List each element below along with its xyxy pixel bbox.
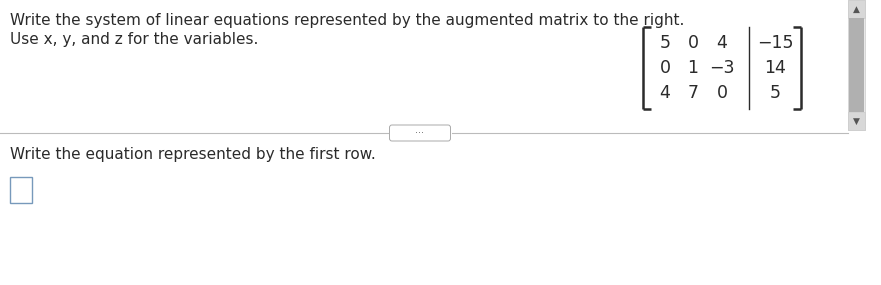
Text: Write the equation represented by the first row.: Write the equation represented by the fi… [10, 147, 376, 162]
Text: 0: 0 [687, 34, 699, 52]
Bar [848, 0, 865, 18]
Text: ▲: ▲ [853, 5, 860, 13]
Text: 0: 0 [660, 59, 670, 77]
Bar [849, 18, 864, 112]
FancyBboxPatch shape [389, 125, 450, 141]
Text: Write the system of linear equations represented by the augmented matrix to the : Write the system of linear equations rep… [10, 13, 685, 28]
Text: −3: −3 [709, 59, 735, 77]
Text: 4: 4 [716, 34, 728, 52]
Bar [848, 0, 865, 130]
Text: 0: 0 [716, 84, 728, 102]
Text: 14: 14 [764, 59, 786, 77]
Bar [848, 112, 865, 130]
Text: 1: 1 [687, 59, 699, 77]
Text: 5: 5 [660, 34, 670, 52]
Text: 4: 4 [660, 84, 670, 102]
Text: Use x, y, and z for the variables.: Use x, y, and z for the variables. [10, 32, 258, 47]
Text: ···: ··· [416, 128, 425, 138]
Text: 5: 5 [769, 84, 781, 102]
Text: ▼: ▼ [853, 117, 860, 125]
Text: 7: 7 [687, 84, 699, 102]
Text: −15: −15 [757, 34, 793, 52]
Bar [10, 177, 32, 203]
